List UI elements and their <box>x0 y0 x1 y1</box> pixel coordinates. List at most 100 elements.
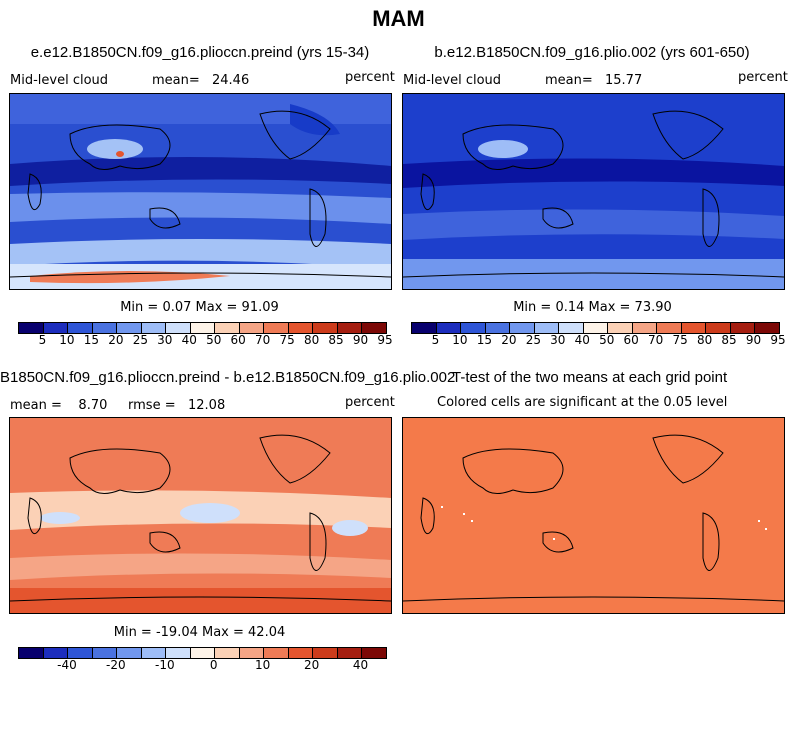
colorbar-swatch <box>362 648 386 658</box>
colorbar-tick-label: 80 <box>303 333 320 347</box>
colorbar-swatch <box>510 323 535 333</box>
panel1-minmax: Min = 0.07 Max = 91.09 <box>120 300 279 315</box>
colorbar-swatch <box>313 323 338 333</box>
colorbar-swatch <box>19 323 44 333</box>
colorbar-swatch <box>706 323 731 333</box>
colorbar-tick-label: -20 <box>106 658 126 672</box>
colorbar-swatch <box>68 323 93 333</box>
panel3-minmax: Min = -19.04 Max = 42.04 <box>113 625 286 640</box>
colorbar-swatch <box>190 648 216 658</box>
panel3-title-text: B1850CN.f09_g16.plioccn.preind - b.e12.B… <box>0 369 456 386</box>
panel2-title: b.e12.B1850CN.f09_g16.plio.002 (yrs 601-… <box>434 44 750 61</box>
colorbar-swatch <box>337 323 363 333</box>
colorbar-tick-label: 90 <box>745 333 762 347</box>
colorbar-tick-label: 50 <box>599 333 615 347</box>
colorbar-tick-label: -10 <box>154 658 175 672</box>
panel2-mean-label: mean= <box>545 73 593 88</box>
panel3-stats: mean = 8.70 rmse = 12.08 <box>10 398 226 413</box>
colorbar-swatch <box>657 323 682 333</box>
colorbar-swatch <box>730 323 756 333</box>
colorbar-swatch <box>264 648 289 658</box>
panel1-title: e.e12.B1850CN.f09_g16.plioccn.preind (yr… <box>30 44 370 61</box>
colorbar-swatch <box>559 323 584 333</box>
colorbar-tick-label: -40 <box>57 658 77 672</box>
colorbar-swatch <box>436 323 462 333</box>
colorbar-tick-label: 25 <box>132 333 148 347</box>
panel1-mean-label: mean= <box>152 73 200 88</box>
colorbar-swatch <box>461 323 486 333</box>
colorbar-swatch <box>215 323 240 333</box>
colorbar-swatch <box>117 323 142 333</box>
colorbar-tick-label: 25 <box>525 333 541 347</box>
colorbar-swatch <box>92 648 118 658</box>
colorbar-swatch <box>288 648 314 658</box>
colorbar-swatch <box>288 323 314 333</box>
colorbar-swatch <box>43 648 69 658</box>
colorbar-swatch <box>166 323 191 333</box>
colorbar-swatch <box>632 323 658 333</box>
panel1-map <box>9 93 392 290</box>
colorbar-tick-label: 30 <box>550 333 566 347</box>
panel4-map <box>402 417 785 614</box>
panel2-colorbar <box>411 322 780 334</box>
colorbar-swatch <box>608 323 633 333</box>
colorbar-tick-label: 50 <box>206 333 222 347</box>
colorbar-swatch <box>362 323 386 333</box>
colorbar-tick-label: 90 <box>352 333 369 347</box>
colorbar-tick-label: 0 <box>209 658 218 672</box>
panel3-units: percent <box>345 395 395 410</box>
colorbar-swatch <box>534 323 560 333</box>
colorbar-swatch <box>43 323 69 333</box>
colorbar-tick-label: 10 <box>452 333 468 347</box>
colorbar-tick-label: 70 <box>648 333 664 347</box>
panel2-variable: Mid-level cloud <box>403 73 502 88</box>
colorbar-tick-label: 5 <box>431 333 440 347</box>
colorbar-tick-label: 85 <box>721 333 737 347</box>
colorbar-swatch <box>239 323 265 333</box>
colorbar-tick-label: 60 <box>623 333 639 347</box>
colorbar-tick-label: 20 <box>303 658 320 672</box>
panel2-map <box>402 93 785 290</box>
colorbar-tick-label: 30 <box>157 333 173 347</box>
colorbar-swatch <box>166 648 191 658</box>
colorbar-swatch <box>92 323 118 333</box>
colorbar-tick-label: 80 <box>696 333 713 347</box>
colorbar-swatch <box>681 323 707 333</box>
colorbar-tick-label: 10 <box>255 658 271 672</box>
colorbar-tick-label: 60 <box>230 333 246 347</box>
colorbar-swatch <box>68 648 93 658</box>
panel3-map <box>9 417 392 614</box>
colorbar-swatch <box>19 648 44 658</box>
colorbar-swatch <box>239 648 265 658</box>
panel1-units: percent <box>345 70 395 85</box>
colorbar-swatch <box>337 648 363 658</box>
colorbar-tick-label: 15 <box>476 333 493 347</box>
panel1-colorbar <box>18 322 387 334</box>
colorbar-tick-label: 40 <box>352 658 369 672</box>
colorbar-tick-label: 40 <box>181 333 197 347</box>
panel3-colorbar <box>18 647 387 659</box>
colorbar-swatch <box>141 648 167 658</box>
panel4-subtitle: Colored cells are significant at the 0.0… <box>437 395 728 410</box>
panel3-title: B1850CN.f09_g16.plioccn.preind - b.e12.B… <box>0 369 460 386</box>
colorbar-tick-label: 20 <box>501 333 517 347</box>
colorbar-swatch <box>583 323 609 333</box>
colorbar-swatch <box>117 648 142 658</box>
colorbar-swatch <box>141 323 167 333</box>
panel4-title: T-test of the two means at each grid poi… <box>452 369 728 386</box>
colorbar-tick-label: 20 <box>108 333 124 347</box>
colorbar-swatch <box>485 323 511 333</box>
colorbar-tick-label: 40 <box>574 333 590 347</box>
colorbar-swatch <box>412 323 437 333</box>
panel2-minmax: Min = 0.14 Max = 73.90 <box>513 300 672 315</box>
colorbar-swatch <box>755 323 779 333</box>
colorbar-swatch <box>215 648 240 658</box>
colorbar-tick-label: 75 <box>279 333 295 347</box>
colorbar-tick-label: 95 <box>770 333 786 347</box>
colorbar-tick-label: 10 <box>59 333 75 347</box>
colorbar-tick-label: 85 <box>328 333 344 347</box>
panel2-units: percent <box>738 70 788 85</box>
panel2-mean-value: 15.77 <box>605 73 643 88</box>
figure-title: MAM <box>372 6 425 31</box>
colorbar-tick-label: 95 <box>377 333 393 347</box>
